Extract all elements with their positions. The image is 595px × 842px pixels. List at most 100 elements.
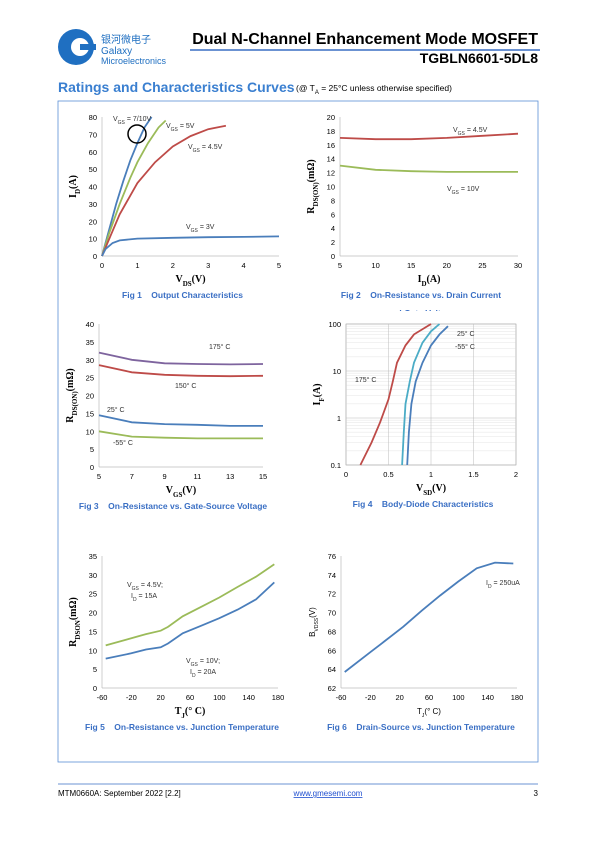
text-part: 175° C bbox=[355, 376, 376, 384]
text-part: 25° C bbox=[457, 330, 475, 338]
annotation: 175° C bbox=[355, 376, 376, 384]
section-title: Ratings and Characteristics Curves bbox=[58, 79, 295, 95]
chart: 62 64 66 68 70 72 74 76 -60 -20 20 60 100 140 180 TJ(° … bbox=[308, 552, 523, 732]
x-tick-label: -60 bbox=[336, 693, 347, 702]
y-tick-label: 2 bbox=[331, 238, 335, 247]
text-part: (@ T bbox=[296, 83, 315, 93]
annotation: VGS = 4.5V bbox=[453, 127, 488, 137]
y-tick-label: 0 bbox=[93, 684, 97, 693]
text-part: V bbox=[166, 123, 171, 130]
logo-name: Galaxy bbox=[101, 46, 132, 57]
text-part: (A) bbox=[427, 274, 441, 285]
subscript: DS(ON) bbox=[312, 182, 320, 207]
text-part: = 10V bbox=[459, 186, 480, 193]
x-tick-label: 180 bbox=[511, 693, 524, 702]
text-part: 175° C bbox=[209, 343, 230, 351]
x-tick-label: 20 bbox=[443, 261, 451, 270]
y-tick-label: 40 bbox=[86, 320, 94, 329]
series-line bbox=[105, 581, 275, 660]
footer-url[interactable]: www.gmesemi.com bbox=[293, 789, 363, 798]
x-axis-label: VSD(V) bbox=[416, 483, 446, 497]
x-tick-label: 20 bbox=[156, 693, 164, 702]
series-line bbox=[339, 164, 518, 173]
figure-caption: Fig 2 On-Resistance vs. Drain Current bbox=[341, 290, 501, 300]
text-part: (V) bbox=[308, 607, 317, 618]
subscript: GS bbox=[191, 662, 199, 668]
y-tick-label: 0 bbox=[93, 252, 97, 261]
subscript: VDSS bbox=[314, 617, 320, 631]
x-tick-label: 140 bbox=[242, 693, 255, 702]
part-number: TGBLN6601-5DL8 bbox=[420, 50, 538, 66]
x-tick-label: 7 bbox=[130, 472, 134, 481]
annotation: VGS = 5V bbox=[166, 123, 195, 133]
subscript: D bbox=[192, 673, 196, 679]
text-part: T bbox=[175, 706, 182, 717]
series-line bbox=[101, 119, 167, 257]
text-part: V bbox=[416, 483, 424, 494]
annotation: VGS = 10V; bbox=[186, 658, 220, 668]
logo: 银河微电子 Galaxy Microelectronics bbox=[58, 29, 167, 66]
x-tick-label: 13 bbox=[226, 472, 234, 481]
text-part: I bbox=[486, 580, 488, 587]
y-tick-label: 6 bbox=[331, 210, 335, 219]
x-axis-label: ID(A) bbox=[418, 274, 441, 288]
y-tick-label: 25 bbox=[89, 590, 97, 599]
series-line bbox=[98, 364, 264, 378]
annotation: 175° C bbox=[209, 343, 230, 351]
y-tick-label: 30 bbox=[86, 356, 94, 365]
x-axis-label: VDS(V) bbox=[175, 274, 205, 288]
subscript: GS bbox=[193, 148, 201, 154]
text-part: = 250uA bbox=[492, 580, 521, 587]
text-part: = 3V bbox=[198, 224, 215, 231]
annotation: 25° C bbox=[457, 330, 475, 338]
subscript: DS bbox=[183, 280, 192, 288]
series-line bbox=[101, 124, 227, 257]
y-tick-label: 80 bbox=[89, 113, 97, 122]
x-tick-label: -20 bbox=[126, 693, 137, 702]
annotation: -55° C bbox=[455, 343, 475, 351]
x-tick-label: 100 bbox=[213, 693, 226, 702]
x-tick-label: 1 bbox=[429, 470, 433, 479]
subscript: GS bbox=[173, 491, 182, 499]
series-line bbox=[105, 563, 275, 647]
y-tick-label: 0.1 bbox=[331, 461, 341, 470]
text-part: (A) bbox=[68, 175, 79, 189]
subscript: A bbox=[315, 90, 319, 96]
series-line bbox=[101, 116, 153, 257]
y-axis-label: RDS(ON)(mΩ) bbox=[65, 368, 79, 422]
text-part: = 25°C unless otherwise specified) bbox=[319, 83, 452, 93]
y-tick-label: 20 bbox=[327, 113, 335, 122]
y-tick-label: 10 bbox=[89, 235, 97, 244]
y-tick-label: 18 bbox=[327, 127, 335, 136]
text-part: I bbox=[68, 194, 79, 198]
x-tick-label: 5 bbox=[277, 261, 281, 270]
text-part: I bbox=[312, 402, 323, 406]
annotation: VGS = 4.5V bbox=[188, 144, 223, 154]
text-part: = 10V; bbox=[198, 658, 220, 665]
caption-mask bbox=[380, 311, 480, 319]
x-tick-label: 180 bbox=[272, 693, 285, 702]
x-tick-label: 15 bbox=[407, 261, 415, 270]
series-line bbox=[359, 323, 432, 466]
x-tick-label: 5 bbox=[338, 261, 342, 270]
text-part: 150° C bbox=[175, 382, 196, 390]
text-part: R bbox=[65, 415, 76, 423]
x-tick-label: -20 bbox=[365, 693, 376, 702]
text-part: = 15A bbox=[137, 593, 158, 600]
text-part: R bbox=[68, 639, 79, 647]
text-part: I bbox=[190, 669, 192, 676]
y-axis-label: ID(A) bbox=[68, 175, 82, 198]
y-tick-label: 76 bbox=[328, 552, 336, 561]
logo-mark bbox=[80, 44, 96, 50]
text-part: (A) bbox=[312, 383, 323, 397]
highlight-circle bbox=[127, 124, 147, 144]
text-part: = 20A bbox=[196, 669, 217, 676]
y-tick-label: 10 bbox=[89, 646, 97, 655]
text-part: (° C) bbox=[424, 707, 441, 716]
frame bbox=[57, 100, 539, 763]
figure-caption: Fig 4 Body-Diode Characteristics bbox=[353, 499, 494, 509]
subscript: F bbox=[318, 397, 326, 401]
y-tick-label: 10 bbox=[86, 427, 94, 436]
